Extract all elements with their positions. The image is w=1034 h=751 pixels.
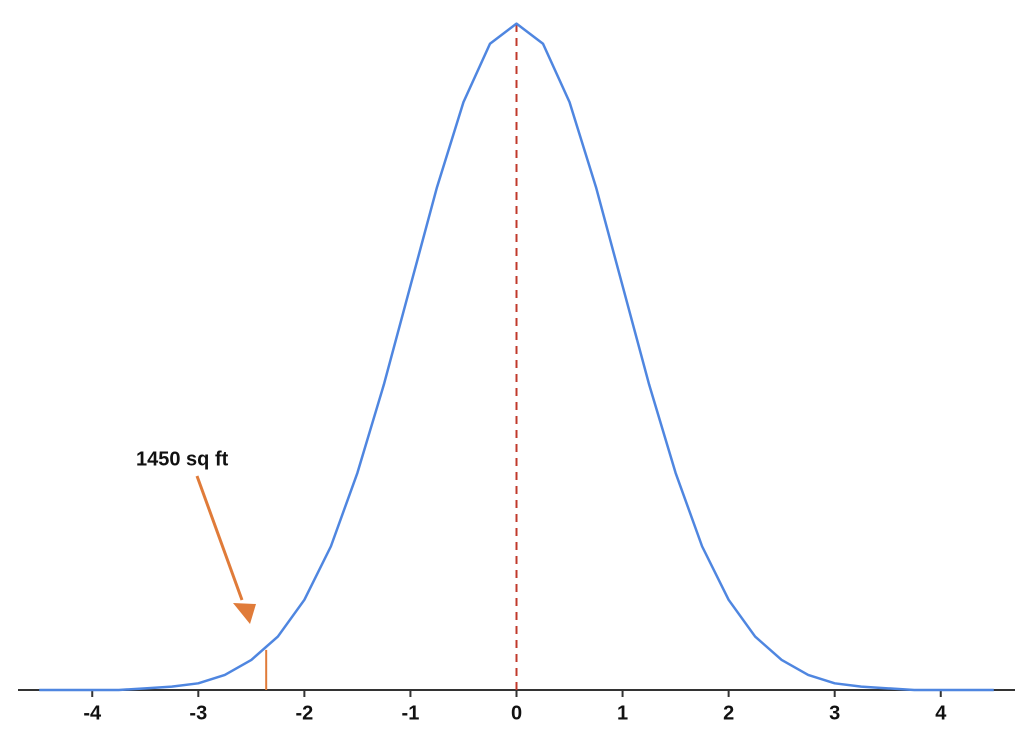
annotation-text: 1450 sq ft <box>136 448 229 470</box>
x-tick-label: 0 <box>511 702 522 724</box>
annotation-arrow <box>195 475 256 624</box>
x-tick-label: -2 <box>295 702 313 724</box>
x-tick-label: 4 <box>935 702 947 724</box>
x-tick-label: 1 <box>617 702 628 724</box>
x-tick-label: 3 <box>829 702 840 724</box>
x-tick-label: -4 <box>83 702 102 724</box>
x-tick-label: -1 <box>402 702 420 724</box>
x-tick-label: 2 <box>723 702 734 724</box>
x-tick-label: -3 <box>189 702 207 724</box>
density-curve <box>39 22 994 692</box>
